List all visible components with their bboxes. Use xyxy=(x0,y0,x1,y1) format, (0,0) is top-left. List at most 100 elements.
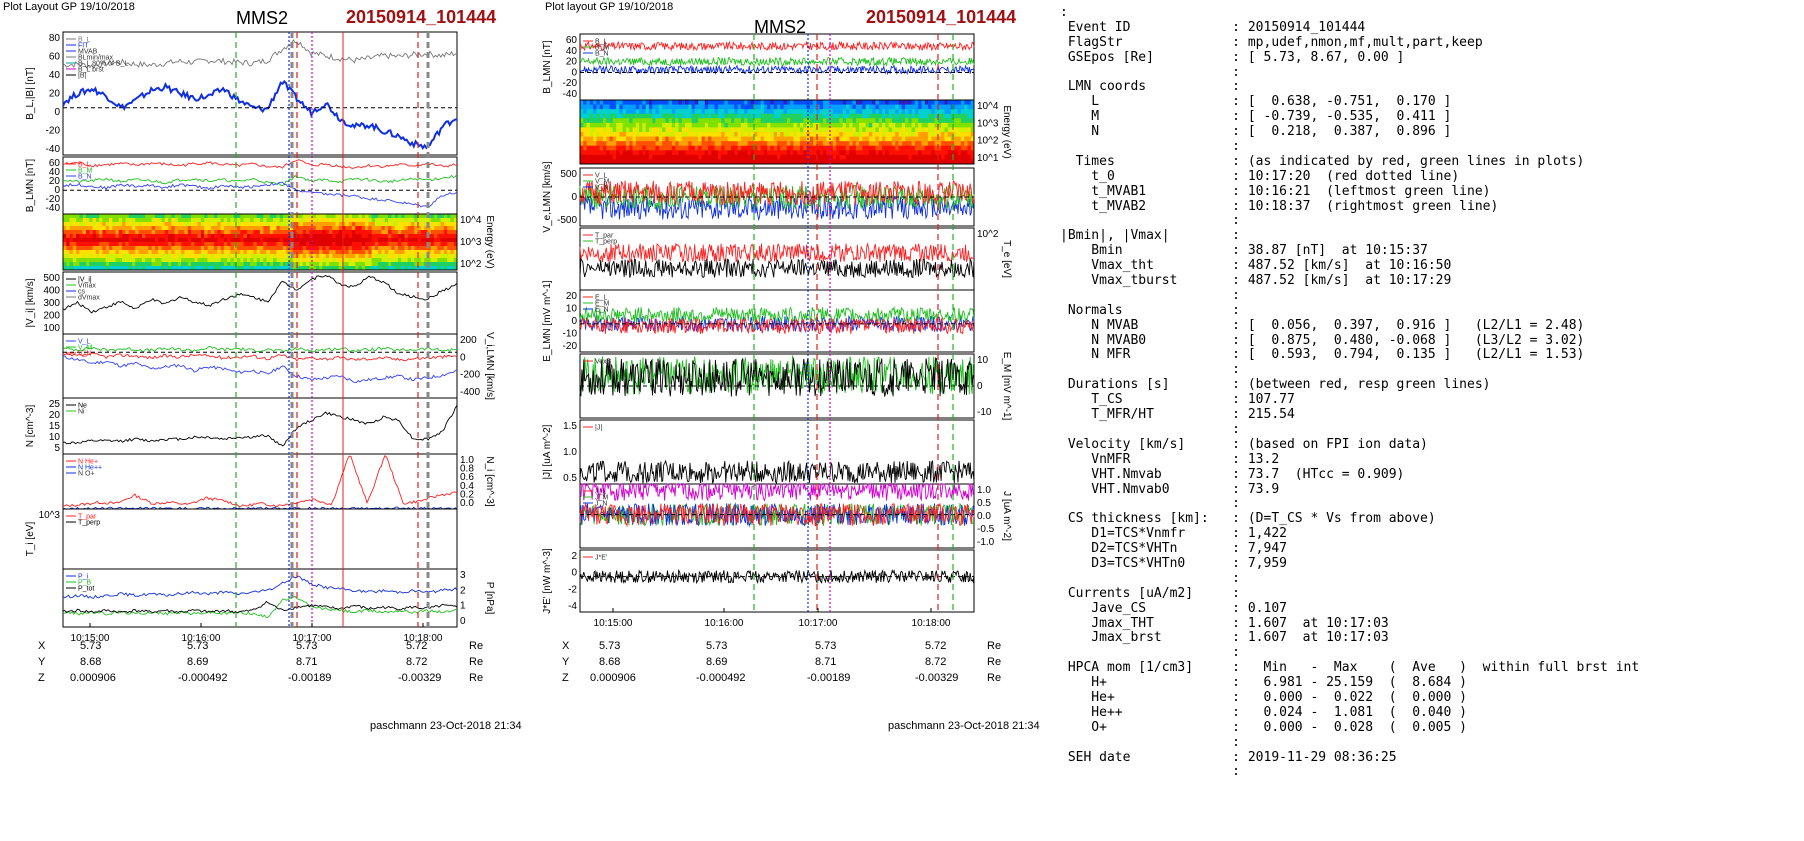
heatmap-cell xyxy=(145,254,149,259)
heatmap-cell xyxy=(901,132,906,138)
heatmap-cell xyxy=(842,136,847,142)
heatmap-cell xyxy=(447,242,451,247)
heatmap-cell xyxy=(437,254,442,259)
heatmap-cell xyxy=(852,150,857,156)
heatmap-cell xyxy=(937,150,942,156)
heatmap-cell xyxy=(361,230,366,235)
heatmap-cell xyxy=(875,141,880,147)
heatmap-cell xyxy=(596,141,601,147)
heatmap-cell xyxy=(99,234,103,239)
heatmap-cell xyxy=(901,136,906,142)
heatmap-cell xyxy=(665,104,670,110)
coord-value: -0.00189 xyxy=(288,672,332,684)
heatmap-cell xyxy=(240,218,245,223)
heatmap-cell xyxy=(174,226,179,231)
heatmap-cell xyxy=(220,246,225,251)
heatmap-cell xyxy=(632,136,637,142)
heatmap-cell xyxy=(799,136,804,142)
heatmap-cell xyxy=(286,242,291,247)
heatmap-cell xyxy=(286,250,291,255)
heatmap-cell xyxy=(957,127,962,133)
heatmap-cell xyxy=(266,226,271,231)
heatmap-cell xyxy=(882,118,886,124)
heatmap-cell xyxy=(243,250,248,255)
heatmap-cell xyxy=(957,109,962,115)
heatmap-cell xyxy=(332,266,337,271)
heatmap-cell xyxy=(161,226,166,231)
heatmap-cell xyxy=(836,113,840,119)
summary-line: Times : (as indicated by red, green line… xyxy=(1060,153,1585,169)
heatmap-cell xyxy=(237,214,241,219)
heatmap-cell xyxy=(440,246,445,251)
heatmap-cell xyxy=(112,242,117,247)
heatmap-cell xyxy=(345,226,350,231)
heatmap-cell xyxy=(72,262,77,267)
y-tick-label: 1.0 xyxy=(460,455,474,466)
heatmap-cell xyxy=(302,234,307,239)
heatmap-cell xyxy=(757,132,762,138)
heatmap-cell xyxy=(322,230,327,235)
heatmap-cell xyxy=(708,145,712,151)
heatmap-cell xyxy=(79,262,84,267)
heatmap-cell xyxy=(92,266,97,271)
heatmap-cell xyxy=(681,100,686,106)
heatmap-cell xyxy=(648,136,653,142)
heatmap-cell xyxy=(839,113,844,119)
heatmap-cell xyxy=(309,230,314,235)
heatmap-cell xyxy=(210,230,215,235)
heatmap-cell xyxy=(839,109,844,115)
heatmap-cell xyxy=(865,145,870,151)
heatmap-cell xyxy=(662,136,666,142)
heatmap-cell xyxy=(580,154,584,160)
heatmap-cell xyxy=(227,250,231,255)
heatmap-cell xyxy=(276,226,281,231)
heatmap-cell xyxy=(223,238,228,243)
heatmap-cell xyxy=(374,246,379,251)
heatmap-cell xyxy=(685,109,689,115)
heatmap-cell xyxy=(279,266,284,271)
heatmap-cell xyxy=(813,154,817,160)
heatmap-cell xyxy=(171,214,176,219)
heatmap-cell xyxy=(816,159,821,165)
heatmap-cell xyxy=(882,127,886,133)
y-tick-label: -20 xyxy=(46,126,61,137)
heatmap-cell xyxy=(145,234,149,239)
heatmap-cell xyxy=(845,118,850,124)
heatmap-cell xyxy=(328,230,333,235)
heatmap-cell xyxy=(606,154,611,160)
heatmap-cell xyxy=(911,100,916,106)
heatmap-cell xyxy=(384,218,389,223)
heatmap-cell xyxy=(102,258,107,263)
heatmap-cell xyxy=(243,258,248,263)
heatmap-cell xyxy=(342,238,346,243)
summary-line: : xyxy=(1060,5,1068,20)
heatmap-cell xyxy=(777,118,781,124)
summary-line: : xyxy=(1060,213,1241,229)
heatmap-cell xyxy=(102,238,107,243)
heatmap-cell xyxy=(397,222,402,227)
heatmap-cell xyxy=(286,230,291,235)
y-tick-label: 0 xyxy=(460,616,466,627)
heatmap-cell xyxy=(583,150,588,156)
heatmap-cell xyxy=(266,222,271,227)
heatmap-cell xyxy=(639,100,643,106)
heatmap-cell xyxy=(243,214,248,219)
heatmap-cell xyxy=(970,150,975,156)
coord-unit: Re xyxy=(987,656,1002,668)
heatmap-cell xyxy=(862,150,867,156)
heatmap-cell xyxy=(642,141,647,147)
heatmap-cell xyxy=(187,222,192,227)
heatmap-cell xyxy=(724,100,729,106)
heatmap-cell xyxy=(141,222,146,227)
heatmap-cell xyxy=(332,238,337,243)
heatmap-cell xyxy=(233,266,238,271)
heatmap-cell xyxy=(911,118,916,124)
heatmap-cell xyxy=(397,246,402,251)
heatmap-cell xyxy=(895,150,899,156)
heatmap-cell xyxy=(750,104,755,110)
heatmap-cell xyxy=(158,258,162,263)
heatmap-cell xyxy=(662,154,666,160)
heatmap-cell xyxy=(378,258,382,263)
heatmap-cell xyxy=(214,262,218,267)
heatmap-cell xyxy=(671,132,676,138)
